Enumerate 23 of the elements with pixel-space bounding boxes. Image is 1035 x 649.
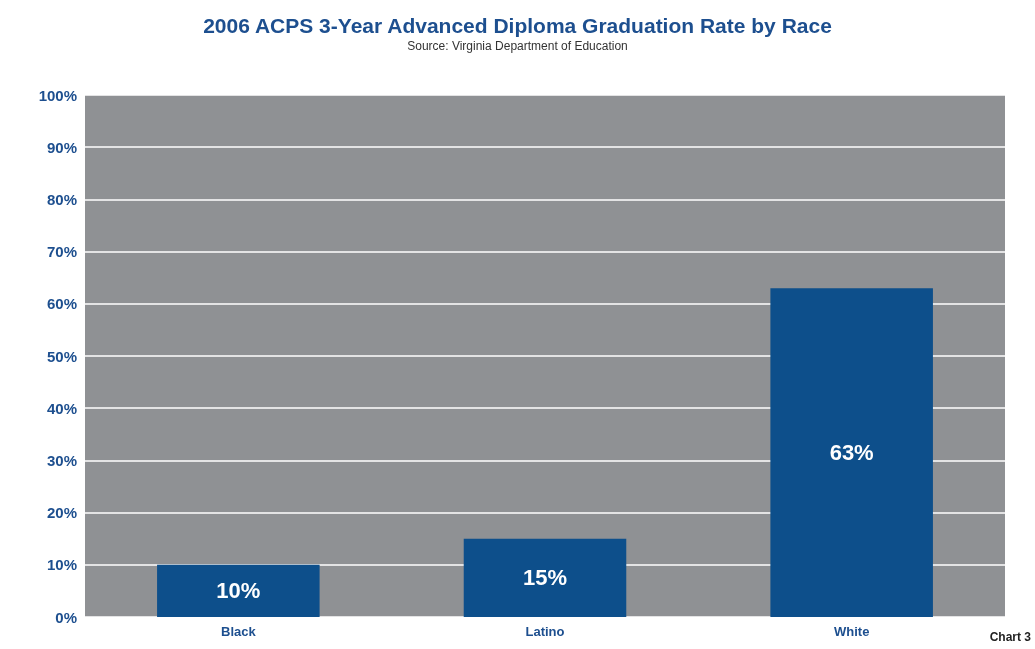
y-tick-label: 30% xyxy=(46,451,77,469)
y-tick-label: 100% xyxy=(38,86,77,104)
bar xyxy=(463,538,627,617)
y-tick-label: 0% xyxy=(55,608,77,626)
bar xyxy=(157,564,320,617)
x-tick-label: Latino xyxy=(525,624,565,639)
x-tick-label: White xyxy=(833,624,870,639)
y-tick-label: 80% xyxy=(46,190,77,208)
data-label: 15% xyxy=(522,565,568,591)
y-tick-label: 70% xyxy=(46,243,77,261)
caption: Chart 3 xyxy=(989,630,1032,644)
y-tick-label: 60% xyxy=(46,295,77,313)
chart-title: 2006 ACPS 3-Year Advanced Diploma Graduation Rate by Race xyxy=(203,14,832,37)
chart-subtitle: Source: Virginia Department of Education xyxy=(407,39,628,53)
bar xyxy=(770,288,933,617)
data-label: 63% xyxy=(829,440,874,466)
y-tick-label: 20% xyxy=(46,504,77,522)
y-tick-label: 90% xyxy=(46,138,77,156)
y-tick-label: 10% xyxy=(46,556,77,574)
y-tick-label: 50% xyxy=(46,347,77,365)
x-tick-label: Black xyxy=(220,624,257,639)
data-label: 10% xyxy=(216,578,261,604)
y-tick-label: 40% xyxy=(46,399,77,417)
